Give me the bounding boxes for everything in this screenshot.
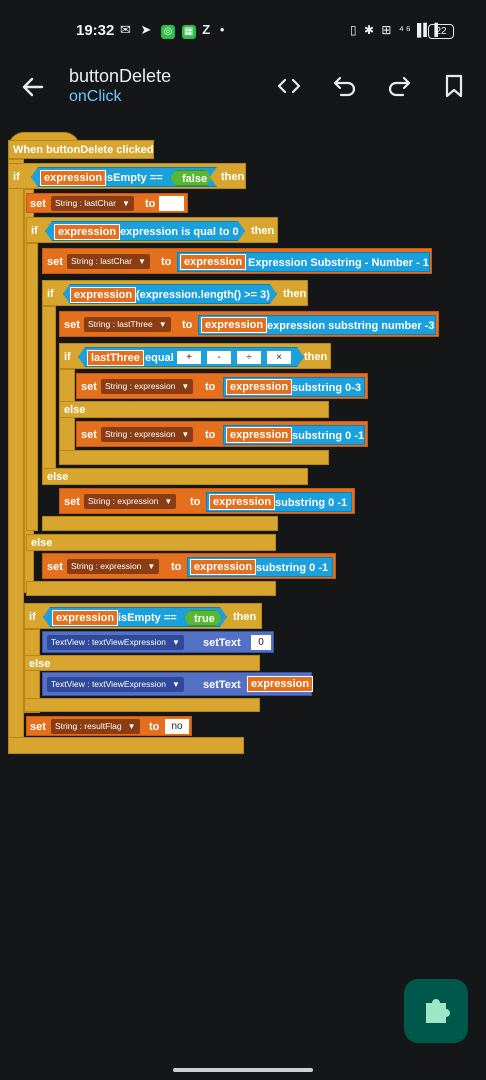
if5-bottom (24, 698, 260, 712)
set-expression-sub01-b[interactable]: set String : expression ▼ to expression s… (59, 488, 355, 514)
page-subtitle: onClick (69, 88, 122, 105)
code-icon[interactable] (275, 72, 303, 100)
status-bar: 19:32 ✉ ➤ ◎ ▦ Z • ▯ ✱ ⊞ ⁴⁶▐▍▍ 22 (0, 0, 486, 64)
set-lastchar-block[interactable]: set String : lastChar ▼ to (26, 193, 188, 213)
else-3: else (42, 468, 308, 485)
battery-icon: 22 (428, 24, 454, 39)
app-bar: buttonDelete onClick (0, 60, 486, 120)
op-divide[interactable]: ÷ (237, 351, 261, 364)
substring-expr-3[interactable]: expression expression substring number -… (198, 315, 436, 335)
if4-bottom (59, 450, 329, 465)
event-bottom (8, 737, 244, 754)
else-5: else (24, 655, 260, 671)
length-condition[interactable]: expression (expression.length() >= 3) (63, 284, 277, 304)
false-literal[interactable]: false (170, 170, 212, 186)
set-expression-sub01-c[interactable]: set String : expression ▼ to expression s… (42, 553, 336, 579)
lastthree-equal-condition[interactable]: lastThree equal + - ÷ × (78, 347, 304, 367)
puzzle-piece-icon (426, 999, 450, 1023)
lastthree-var: lastThree (87, 350, 144, 366)
else-2: else (26, 534, 276, 551)
op-plus[interactable]: + (177, 351, 201, 364)
set-expression-sub03[interactable]: set String : expression ▼ to expression s… (76, 373, 368, 399)
settext-expression-block[interactable]: TextView : textViewExpression ▼ setText e… (42, 672, 314, 696)
page-title: buttonDelete (69, 66, 172, 86)
event-block[interactable]: When buttonDelete clicked (8, 140, 154, 159)
op-multiply[interactable]: × (267, 351, 291, 364)
substring-expr-1[interactable]: expression Expression Substring - Number… (177, 252, 430, 272)
notification-icons: ✉ ➤ ◎ ▦ Z • (120, 22, 228, 39)
else-4: else (59, 401, 329, 418)
op-minus[interactable]: - (207, 351, 231, 364)
blocks-palette-fab[interactable] (404, 979, 468, 1043)
expression-var[interactable]: expression (40, 170, 106, 186)
back-arrow-icon[interactable] (18, 72, 48, 102)
event-label: When buttonDelete clicked (13, 144, 154, 156)
if-block-2[interactable]: if expression expression is qual to 0 th… (26, 217, 278, 243)
redo-icon[interactable] (385, 72, 413, 100)
lastchar-chip[interactable]: String : lastChar ▼ (51, 196, 134, 211)
set-resultflag-block[interactable]: set String : resultFlag ▼ to no (26, 716, 192, 736)
if2-spine (26, 243, 38, 531)
status-time: 19:32 (76, 22, 115, 39)
set-lastthree-block[interactable]: set String : lastThree ▼ to expression ex… (59, 311, 439, 337)
whatsapp-icon: ◎ (161, 25, 176, 39)
set-expression-sub01-a[interactable]: set String : expression ▼ to expression s… (76, 421, 368, 447)
isempty-true-condition[interactable]: expression isEmpty == true (43, 607, 227, 627)
app-icon: ▦ (181, 25, 196, 39)
if2-bottom (26, 581, 276, 596)
if3-spine (42, 306, 56, 472)
isempty-condition[interactable]: expression isEmpty == false (31, 167, 217, 187)
empty-string-literal[interactable] (159, 196, 184, 211)
system-icons: ▯ ✱ ⊞ ⁴⁶▐▍▍ (350, 23, 446, 37)
set-lastchar-substring[interactable]: set String : lastChar ▼ to expression Exp… (42, 248, 432, 274)
if-block-4[interactable]: if lastThree equal + - ÷ × then (59, 343, 331, 369)
z-icon: Z (202, 22, 214, 37)
outer-if-spine (8, 159, 24, 749)
if-block-5[interactable]: if expression isEmpty == true then (24, 603, 262, 629)
equals-zero-condition[interactable]: expression expression is qual to 0 (45, 221, 245, 241)
if5-spine (24, 629, 40, 713)
if-block-3[interactable]: if expression (expression.length() >= 3)… (42, 280, 308, 306)
home-indicator (173, 1068, 313, 1072)
if3-bottom (42, 516, 278, 531)
undo-icon[interactable] (331, 72, 359, 100)
if-block-1[interactable]: if expression isEmpty == false then (8, 163, 246, 189)
settext-zero-block[interactable]: TextView : textViewExpression ▼ setText 0 (42, 631, 274, 653)
bookmark-icon[interactable] (440, 72, 468, 100)
true-literal[interactable]: true (184, 610, 222, 626)
